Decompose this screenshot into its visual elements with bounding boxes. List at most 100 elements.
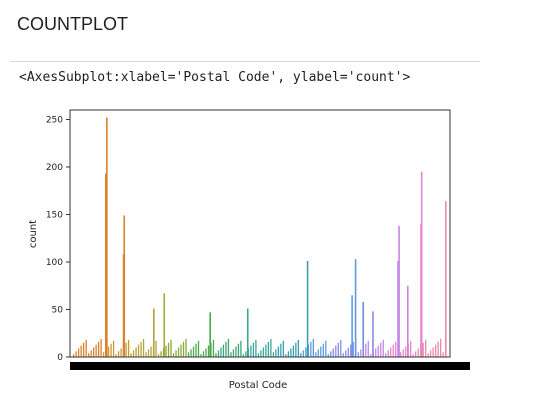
count-bar-small	[190, 349, 192, 357]
count-bar-small	[262, 347, 265, 357]
count-bar-small	[92, 347, 95, 357]
count-bar-small	[412, 354, 414, 357]
count-bar-small	[102, 352, 105, 357]
count-bar-small	[432, 347, 434, 357]
count-bar-small	[405, 346, 407, 357]
count-bar-small	[137, 344, 140, 357]
count-bar-small	[207, 345, 210, 357]
count-bar-small	[270, 338, 272, 357]
count-bar-small	[277, 346, 280, 357]
count-bar-small	[400, 352, 402, 357]
count-bar-small	[435, 344, 437, 357]
y-tick-label: 100	[46, 258, 63, 268]
count-bar-small	[330, 351, 332, 357]
count-bar-small	[295, 342, 297, 357]
count-bar-small	[427, 353, 429, 357]
count-bar-small	[110, 343, 112, 357]
count-bar-small	[155, 340, 157, 357]
count-bar-small	[310, 341, 312, 357]
y-tick-label: 200	[46, 163, 63, 173]
count-bar-small	[222, 344, 225, 357]
count-bar	[209, 312, 211, 357]
count-bar-small	[370, 354, 372, 357]
count-bar-small	[232, 349, 235, 357]
count-bar-small	[305, 347, 307, 357]
count-bar-small	[357, 352, 359, 357]
count-bar-small	[177, 347, 180, 357]
count-bar-small	[95, 344, 97, 357]
plot-frame	[69, 109, 451, 358]
count-bar	[372, 311, 374, 357]
count-bar-small	[120, 348, 122, 357]
count-bar-small	[245, 351, 247, 357]
x-tick-labels-overlap	[70, 362, 470, 370]
count-bar	[122, 254, 125, 357]
count-bar	[362, 301, 365, 357]
count-bar-small	[285, 354, 287, 357]
count-bar-small	[195, 343, 197, 357]
count-bar-small	[292, 345, 295, 357]
count-bar-small	[242, 354, 245, 357]
count-bar-small	[300, 353, 302, 357]
count-bar-small	[352, 341, 354, 357]
count-bar-small	[335, 345, 337, 357]
count-bar-small	[187, 352, 190, 357]
count-bar-small	[227, 338, 230, 357]
count-bar-small	[157, 354, 160, 357]
count-bar-small	[442, 352, 444, 357]
count-bar-small	[160, 351, 162, 357]
count-bar	[398, 225, 400, 357]
count-bar-small	[260, 350, 262, 357]
count-bar-small	[112, 340, 115, 357]
count-bar-small	[390, 347, 392, 357]
count-bar-small	[147, 349, 150, 357]
count-bar	[406, 285, 409, 357]
count-bar-small	[417, 348, 419, 357]
count-bar-small	[87, 353, 90, 357]
count-bar-small	[202, 351, 205, 357]
x-axis-label: Postal Code	[229, 380, 288, 391]
count-bar-small	[340, 339, 342, 357]
count-bar-small	[172, 353, 175, 357]
count-bar-small	[415, 351, 417, 357]
count-bar-small	[225, 341, 227, 357]
count-bar-small	[130, 353, 132, 357]
count-bar-small	[272, 352, 275, 357]
count-bar-small	[317, 349, 319, 357]
count-bar-small	[322, 343, 324, 357]
count-bar-small	[365, 343, 367, 357]
count-bar-small	[320, 346, 322, 357]
count-bar-small	[267, 341, 270, 357]
count-bar-small	[97, 341, 100, 357]
y-axis: 0 50 100 150 200 250	[46, 116, 70, 363]
count-bar-small	[175, 350, 177, 357]
count-bar-small	[275, 349, 277, 357]
count-bar-small	[257, 353, 260, 357]
count-bar-small	[392, 344, 394, 357]
count-bar-small	[197, 340, 200, 357]
count-bar-small	[127, 339, 130, 357]
count-bar-small	[85, 339, 87, 357]
count-bar-small	[377, 345, 379, 357]
y-tick-label: 50	[52, 306, 64, 316]
count-bar-small	[150, 346, 152, 357]
count-bar-small	[200, 354, 202, 357]
count-bar-small	[215, 353, 217, 357]
count-bar-small	[180, 344, 182, 357]
count-bar-small	[205, 348, 207, 357]
count-bar-small	[240, 340, 242, 357]
count-bar-small	[302, 350, 304, 357]
bars-group	[73, 117, 447, 357]
count-bar	[445, 201, 447, 357]
count-bar-small	[410, 340, 412, 357]
count-bar-small	[77, 348, 80, 357]
count-bar-small	[380, 342, 382, 357]
count-bar	[106, 117, 108, 357]
count-bar-small	[387, 350, 389, 357]
count-bar-small	[250, 345, 252, 357]
count-bar-small	[312, 338, 314, 357]
count-bar-small	[297, 339, 299, 357]
count-bar-small	[117, 351, 120, 357]
count-bar-small	[212, 339, 215, 357]
